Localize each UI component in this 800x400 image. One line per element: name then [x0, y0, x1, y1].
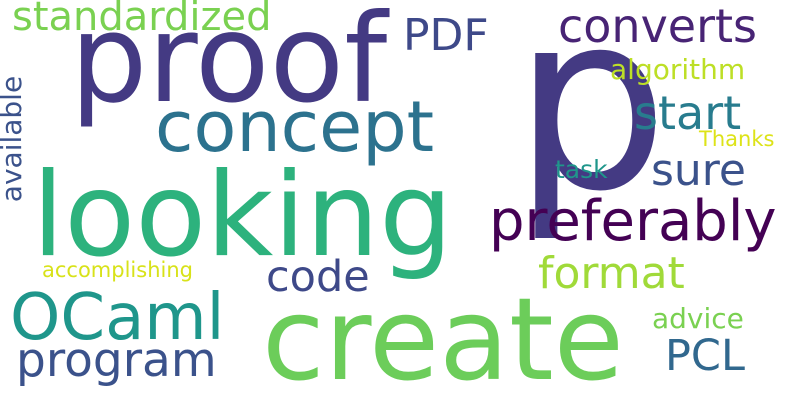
- word-program: program: [16, 333, 217, 388]
- word-task: task: [555, 155, 608, 184]
- word-preferably: preferably: [489, 189, 777, 254]
- word-pcl: PCL: [665, 331, 745, 381]
- word-advice: advice: [652, 302, 744, 335]
- word-algorithm: algorithm: [610, 53, 746, 86]
- word-standardized: standardized: [12, 0, 272, 40]
- word-create: create: [262, 273, 624, 400]
- word-ocaml: OCaml: [10, 281, 225, 355]
- word-code: code: [266, 252, 370, 302]
- word-sure: sure: [651, 145, 747, 196]
- word-start: start: [634, 86, 742, 140]
- word-looking: looking: [32, 148, 453, 283]
- word-thanks: Thanks: [699, 127, 775, 151]
- word-format: format: [538, 248, 685, 299]
- word-pdf: PDF: [403, 10, 489, 61]
- word-p: p: [513, 0, 669, 245]
- word-available: available: [0, 75, 29, 203]
- word-concept: concept: [155, 86, 435, 168]
- word-converts: converts: [558, 0, 758, 53]
- word-proof: proof: [70, 0, 388, 130]
- word-accomplishing: accomplishing: [42, 258, 193, 282]
